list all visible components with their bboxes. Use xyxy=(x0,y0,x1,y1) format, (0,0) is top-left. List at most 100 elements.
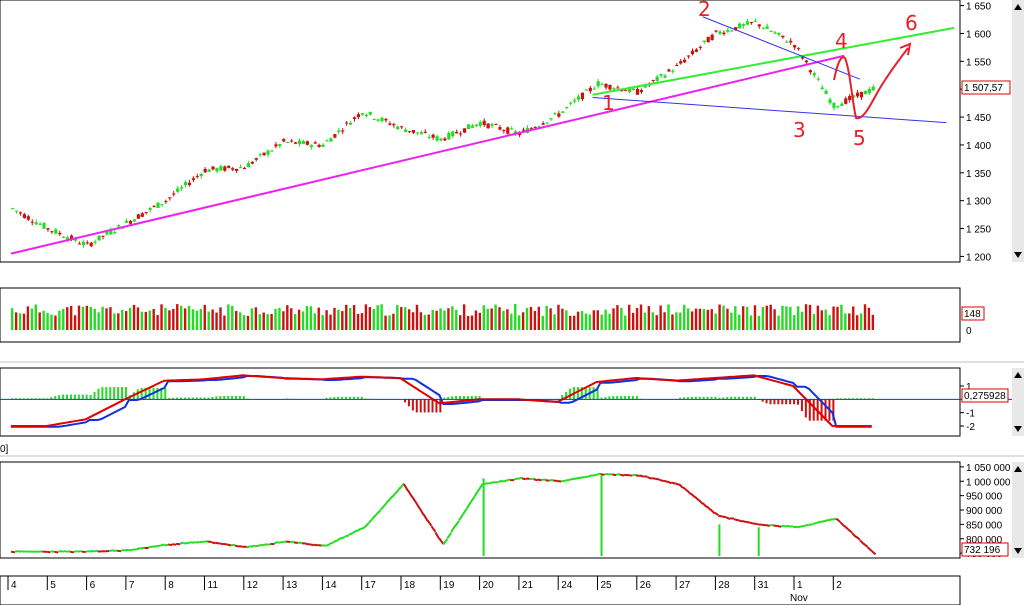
scroll-up-arrow-icon[interactable] xyxy=(1014,372,1022,378)
candle-body xyxy=(820,87,824,90)
obv-segment xyxy=(863,543,869,548)
volume-bar xyxy=(290,308,293,330)
volume-bar xyxy=(686,308,690,330)
candle-body xyxy=(612,88,616,90)
volume-bar xyxy=(651,312,654,330)
volume-bar xyxy=(152,309,155,330)
volume-bar xyxy=(620,307,623,330)
macd-hist-bar xyxy=(160,387,163,400)
candle-body xyxy=(101,235,105,237)
candle-body xyxy=(11,208,15,210)
volume-bar xyxy=(812,313,816,330)
support-line xyxy=(10,54,845,255)
volume-bar xyxy=(160,304,163,330)
volume-bar xyxy=(384,315,387,330)
obv-scrollbar[interactable] xyxy=(1012,462,1024,558)
volume-bar xyxy=(624,315,627,330)
volume-bar xyxy=(223,315,226,330)
candle-body xyxy=(415,132,419,134)
obv-panel: 1 050 000 1 000 000 950 000 900 000 850 000 8… xyxy=(0,461,1024,560)
obv-segment xyxy=(426,519,433,527)
volume-bar xyxy=(734,306,737,330)
candle-body xyxy=(549,118,553,120)
volume-bar xyxy=(608,313,611,330)
price-scrollbar[interactable] xyxy=(1012,0,1024,262)
obv-segment xyxy=(765,523,770,527)
candle-body xyxy=(620,90,624,92)
obv-segment xyxy=(612,473,617,477)
macd-hist-bar xyxy=(730,396,733,400)
volume-bar xyxy=(643,312,647,330)
volume-bar xyxy=(203,304,206,330)
candle-body xyxy=(710,34,714,40)
macd-tick-label: -2 xyxy=(966,422,975,433)
candle-body xyxy=(455,131,459,134)
macd-hist-bar xyxy=(195,397,198,400)
candle-body xyxy=(679,61,683,64)
obv-segment xyxy=(490,481,495,484)
scroll-down-arrow-icon[interactable] xyxy=(1014,426,1022,432)
candle-body xyxy=(183,182,188,186)
obv-segment xyxy=(804,524,809,527)
volume-bar xyxy=(690,311,694,330)
volume-bar xyxy=(238,312,242,330)
volume-bar xyxy=(549,308,552,330)
macd-hist-bar xyxy=(793,399,796,405)
macd-hist-bar xyxy=(223,396,226,400)
obv-segment xyxy=(580,476,585,479)
macd-hist-bar xyxy=(235,396,238,400)
macd-hist-bar xyxy=(600,397,603,400)
volume-bar xyxy=(793,314,796,330)
macd-hist-bar xyxy=(592,387,595,400)
date-tick-label: 4 xyxy=(11,580,17,591)
candle-body xyxy=(144,211,148,213)
obv-segment xyxy=(698,499,704,505)
macd-hist-bar xyxy=(227,396,230,400)
volume-bar xyxy=(470,315,474,330)
obv-segment xyxy=(674,482,680,486)
candle-body xyxy=(305,141,309,145)
macd-hist-bar xyxy=(738,396,741,400)
volume-bar xyxy=(800,311,804,330)
macd-hist-bar xyxy=(18,398,21,400)
macd-hist-bar xyxy=(470,396,473,400)
volume-bar xyxy=(325,310,328,330)
volume-bar xyxy=(396,305,399,330)
candle-body xyxy=(66,237,70,240)
volume-bar xyxy=(85,305,89,330)
scroll-up-arrow-icon[interactable] xyxy=(1014,4,1022,10)
candle-body xyxy=(148,208,152,210)
macd-hist-bar xyxy=(439,399,442,413)
trendlines xyxy=(10,16,955,255)
macd-hist-bar xyxy=(329,397,332,400)
candle-body xyxy=(478,122,482,126)
volume-bar xyxy=(785,306,788,330)
candle-body xyxy=(286,141,290,143)
volume-bar xyxy=(486,308,489,330)
candle-body xyxy=(109,229,113,235)
candle-body xyxy=(85,242,89,244)
volume-bar xyxy=(836,306,839,330)
obv-segment xyxy=(340,535,346,540)
obv-segment xyxy=(663,479,668,483)
scroll-down-arrow-icon[interactable] xyxy=(1014,252,1022,258)
macd-scrollbar[interactable] xyxy=(1012,368,1024,436)
candle-body xyxy=(686,55,691,57)
macd-hist-bar xyxy=(451,396,454,400)
volume-bars xyxy=(11,304,875,330)
macd-hist-bar xyxy=(117,387,120,400)
volume-bar xyxy=(215,312,218,330)
candle-body xyxy=(423,131,427,133)
candle-body xyxy=(789,40,793,43)
scroll-up-arrow-icon[interactable] xyxy=(1014,466,1022,472)
volume-bar xyxy=(753,305,757,330)
macd-hist-bar xyxy=(462,396,465,400)
candle-body xyxy=(191,178,195,180)
macd-hist-bar xyxy=(148,387,151,400)
obv-segment xyxy=(466,501,472,509)
arrow-head-icon xyxy=(899,42,912,56)
scroll-down-arrow-icon[interactable] xyxy=(1014,548,1022,554)
volume-bar xyxy=(730,312,733,330)
candle-body xyxy=(667,69,671,72)
obv-segment xyxy=(820,520,825,524)
